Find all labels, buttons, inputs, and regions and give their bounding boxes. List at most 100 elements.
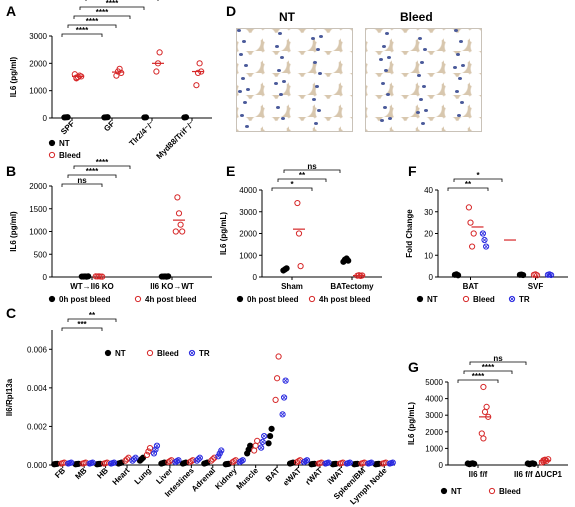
data-point-cross [347, 460, 352, 465]
data-point-cross [216, 454, 221, 459]
significance-label: **** [472, 372, 485, 381]
y-tick-label: 0 [43, 114, 48, 123]
significance-label: **** [86, 17, 99, 26]
y-axis-label: Il6/Rpl13a [5, 378, 14, 416]
data-point [85, 273, 92, 280]
data-point [469, 243, 476, 250]
data-point [272, 396, 279, 404]
y-tick-label: 3000 [239, 208, 257, 217]
data-point-cross [390, 460, 395, 465]
nucleus-stain [313, 61, 317, 64]
nucleus-stain [277, 69, 281, 72]
nucleus-stain [386, 93, 390, 96]
data-point [481, 408, 489, 415]
chart-A: 0 1000 2000 3000 IL6 (pg/ml) SPF GF Tlr2/4⁻/⁻My… [9, 0, 212, 161]
y-axis-label: IL6 (pg/ml) [9, 211, 18, 252]
data-point [440, 487, 448, 495]
data-point [196, 60, 203, 67]
panel-label-b: B [6, 163, 16, 179]
data-point [153, 442, 161, 449]
data-point-cross [176, 458, 181, 463]
significance-label: ** [89, 311, 96, 320]
legend-item: 4h post bleed [308, 295, 371, 304]
y-tick-label: 1000 [239, 251, 257, 260]
significance-label: ns [77, 176, 87, 185]
data-point [254, 437, 261, 444]
data-point [465, 204, 472, 211]
legend-label: 4h post bleed [145, 295, 197, 304]
data-point-cross [154, 443, 160, 448]
data-point-cross [90, 460, 95, 465]
legend-item: Bleed [146, 349, 179, 358]
nucleus-stain [420, 61, 424, 64]
y-tick-label: 0.000 [27, 461, 48, 470]
x-tick-label: HB [95, 466, 110, 481]
nucleus-stain [456, 53, 460, 56]
significance-bracket [447, 187, 489, 191]
data-point [280, 394, 288, 401]
significance-bracket [85, 0, 159, 1]
nucleus-stain [422, 85, 426, 88]
data-point [175, 210, 183, 217]
significance-bracket [271, 187, 313, 191]
y-tick-label: 5000 [425, 378, 443, 387]
data-point [146, 445, 154, 452]
legend-label: Bleed [499, 487, 521, 496]
y-tick-label: 1500 [29, 205, 47, 214]
nucleus-stain [318, 72, 322, 75]
significance-bracket [61, 33, 103, 37]
data-point [194, 69, 202, 77]
significance-bracket [67, 24, 117, 28]
x-tick-label: BATectomy [330, 282, 374, 291]
y-tick-label: 40 [424, 186, 433, 195]
data-point [480, 435, 487, 442]
nucleus-stain [387, 56, 391, 59]
legend-label: Bleed [473, 295, 495, 304]
y-tick-label: 2000 [29, 182, 47, 191]
data-point [368, 459, 375, 466]
data-point-cross [282, 395, 287, 400]
chart-E: 0 1000 2000 3000 4000 IL6 (pg/mL) Sham BATectom… [219, 162, 382, 304]
y-tick-label: 1000 [29, 87, 47, 96]
legend-label: 4h post bleed [319, 295, 371, 304]
nucleus-stain [384, 69, 388, 72]
data-point [113, 72, 120, 79]
nucleus-stain [242, 40, 246, 43]
legend-item: TR [188, 349, 210, 358]
nucleus-stain [245, 125, 249, 128]
legend-label: Bleed [59, 151, 81, 160]
y-tick-label: 2000 [29, 59, 47, 68]
data-point [478, 430, 485, 437]
data-point [196, 454, 203, 461]
data-point [389, 459, 396, 466]
significance-label: ** [465, 180, 472, 189]
legend-label: NT [451, 487, 462, 496]
data-point [346, 459, 354, 466]
nucleus-stain [419, 98, 423, 101]
y-axis-label: IL6 (pg/mL) [219, 212, 228, 255]
data-point [308, 295, 316, 303]
data-point [188, 349, 196, 357]
legend-label: Bleed [157, 349, 179, 358]
y-tick-label: 2000 [239, 230, 257, 239]
panel-label-c: C [6, 305, 16, 321]
x-tick-label: Il6 f/f [469, 470, 488, 479]
legend-item: NT [104, 349, 126, 358]
x-tick-label: eWAT [281, 466, 303, 488]
data-point [92, 273, 99, 280]
legend-item: Bleed [462, 295, 495, 304]
x-tick-label: Tlr2/4⁻/⁻ [127, 119, 156, 148]
panel-label-d: D [226, 3, 236, 19]
significance-bracket [469, 361, 527, 365]
x-tick-label: Il6 f/f ΔUCP1 [514, 470, 563, 479]
data-point [142, 114, 150, 121]
micrograph-title-nt: NT [279, 10, 295, 24]
legend-label: NT [427, 295, 438, 304]
nucleus-stain [282, 80, 286, 83]
data-point [134, 295, 142, 303]
significance-bracket [463, 370, 513, 374]
data-point [175, 457, 182, 464]
data-point-cross [482, 237, 487, 243]
significance-label: *** [77, 320, 87, 329]
data-point-cross [189, 350, 195, 356]
